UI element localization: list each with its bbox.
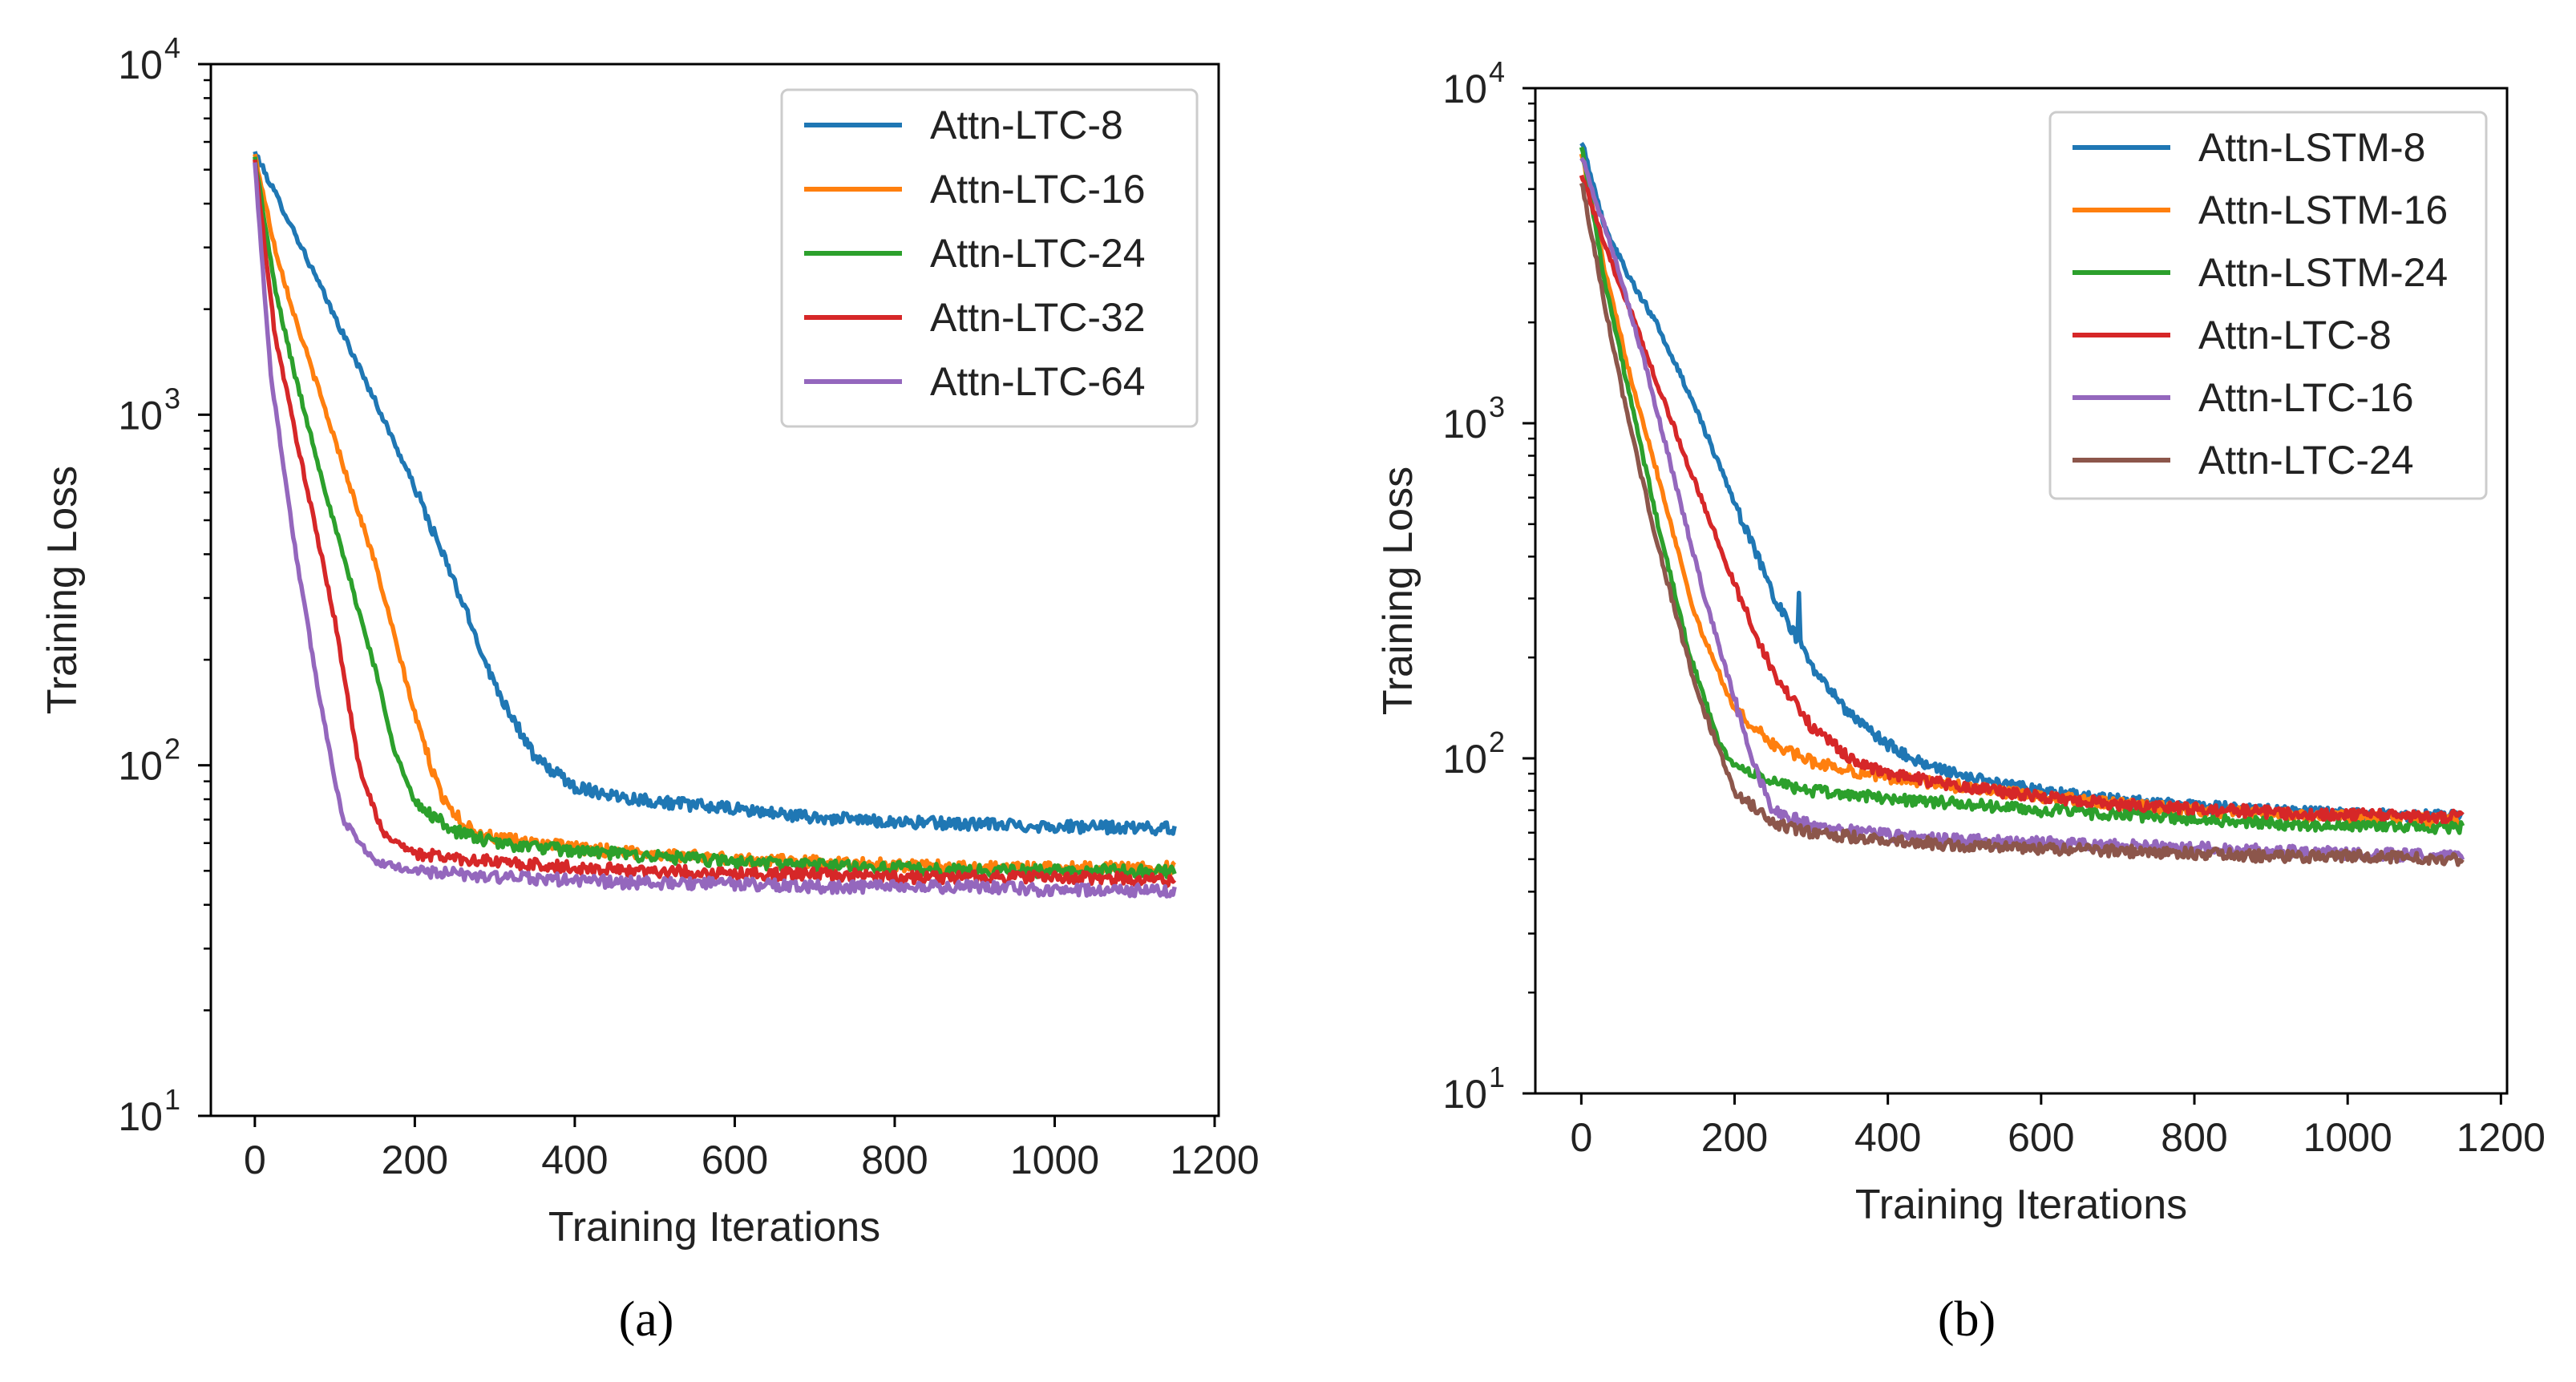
x-tick-label: 600 xyxy=(2008,1115,2074,1160)
y-tick-label: 10 2 xyxy=(1442,725,1505,782)
x-tick-label: 400 xyxy=(541,1138,608,1182)
x-tick-label: 0 xyxy=(244,1138,266,1182)
x-tick-label: 1000 xyxy=(2303,1115,2392,1160)
y-tick-exponent: 4 xyxy=(1489,55,1505,88)
legend-label: Attn-LSTM-8 xyxy=(2198,125,2425,170)
series-line-attn-ltc-32 xyxy=(253,159,1177,889)
legend-item: Attn-LTC-24 xyxy=(804,231,1146,276)
legend-label: Attn-LTC-8 xyxy=(930,103,1123,147)
series-line-attn-ltc-64 xyxy=(253,162,1177,899)
y-tick-exponent: 1 xyxy=(164,1083,180,1116)
legend-item: Attn-LTC-8 xyxy=(804,103,1123,147)
legend-item: Attn-LSTM-16 xyxy=(2073,188,2448,232)
x-tick-label: 600 xyxy=(702,1138,768,1182)
legend-label: Attn-LTC-32 xyxy=(930,295,1146,340)
legend-label: Attn-LTC-24 xyxy=(2198,438,2414,483)
y-tick-label: 10 2 xyxy=(118,733,180,789)
legend-label: Attn-LTC-16 xyxy=(2198,375,2414,420)
y-tick-label: 10 1 xyxy=(118,1083,180,1139)
y-tick-base: 10 xyxy=(1442,737,1487,782)
y-tick-base: 10 xyxy=(118,744,163,789)
series-line-attn-lstm-24 xyxy=(1579,146,2465,835)
x-ticks: 0 200 400 600 800 1000 1200 xyxy=(244,1116,1260,1182)
legend-label: Attn-LTC-16 xyxy=(930,167,1146,212)
legend-item: Attn-LTC-8 xyxy=(2073,313,2392,358)
legend-item: Attn-LSTM-8 xyxy=(2073,125,2425,170)
x-tick-label: 0 xyxy=(1570,1115,1592,1160)
series-line-attn-ltc-8 xyxy=(253,151,1177,837)
y-tick-exponent: 2 xyxy=(1489,725,1505,758)
y-tick-base: 10 xyxy=(118,393,163,438)
x-tick-label: 200 xyxy=(1701,1115,1768,1160)
legend-items: Attn-LTC-8 Attn-LTC-16 Attn-LTC-24 Attn-LTC… xyxy=(804,103,1146,404)
y-axis-title: Training Loss xyxy=(1375,467,1421,715)
series-layer xyxy=(253,151,1177,899)
legend-item: Attn-LTC-32 xyxy=(804,295,1146,340)
legend-item: Attn-LTC-16 xyxy=(804,167,1146,212)
y-tick-exponent: 4 xyxy=(164,31,180,64)
x-tick-label: 1200 xyxy=(2457,1115,2546,1160)
legend-items: Attn-LSTM-8 Attn-LSTM-16 Attn-LSTM-24 Attn-… xyxy=(2073,125,2448,483)
y-tick-exponent: 2 xyxy=(164,733,180,766)
x-tick-label: 800 xyxy=(2161,1115,2227,1160)
series-line-attn-ltc-16 xyxy=(1579,156,2465,863)
legend-item: Attn-LTC-16 xyxy=(2073,375,2414,420)
y-axis-title: Training Loss xyxy=(39,466,86,714)
y-tick-base: 10 xyxy=(118,1094,163,1139)
plot-area-frame xyxy=(1534,87,2509,1095)
y-tick-exponent: 1 xyxy=(1489,1061,1505,1093)
legend: Attn-LTC-8 Attn-LTC-16 Attn-LTC-24 Attn-LTC… xyxy=(780,88,1199,428)
legend-label: Attn-LTC-24 xyxy=(930,231,1146,276)
series-line-attn-ltc-24 xyxy=(1579,182,2465,867)
y-tick-exponent: 3 xyxy=(1489,390,1505,423)
y-tick-label: 10 4 xyxy=(118,31,180,87)
y-tick-exponent: 3 xyxy=(164,382,180,414)
y-tick-base: 10 xyxy=(1442,1072,1487,1117)
legend-box xyxy=(780,88,1199,428)
legend-item: Attn-LTC-24 xyxy=(2073,438,2414,483)
legend-label: Attn-LTC-8 xyxy=(2198,313,2392,358)
x-tick-label: 400 xyxy=(1854,1115,1921,1160)
series-line-attn-lstm-8 xyxy=(1579,142,2465,824)
x-tick-label: 1200 xyxy=(1170,1138,1259,1182)
legend-item: Attn-LSTM-24 xyxy=(2073,250,2448,295)
panel-caption: (b) xyxy=(1938,1292,1996,1347)
panel-caption: (a) xyxy=(619,1292,674,1347)
y-tick-label: 10 4 xyxy=(1442,55,1505,111)
x-axis-title: Training Iterations xyxy=(1855,1182,2187,1228)
y-tick-label: 10 3 xyxy=(118,382,180,438)
y-tick-label: 10 1 xyxy=(1442,1061,1505,1117)
x-tick-label: 200 xyxy=(382,1138,448,1182)
legend: Attn-LSTM-8 Attn-LSTM-16 Attn-LSTM-24 Attn-… xyxy=(2048,111,2488,500)
series-layer xyxy=(1579,142,2465,867)
x-tick-label: 1000 xyxy=(1010,1138,1099,1182)
series-line-attn-ltc-8 xyxy=(1579,174,2465,825)
x-ticks: 0 200 400 600 800 1000 1200 xyxy=(1570,1093,2546,1160)
y-tick-base: 10 xyxy=(118,42,163,87)
y-tick-base: 10 xyxy=(1442,402,1487,447)
x-tick-label: 800 xyxy=(861,1138,928,1182)
y-tick-label: 10 3 xyxy=(1442,390,1505,447)
legend-label: Attn-LSTM-16 xyxy=(2198,188,2448,232)
legend-label: Attn-LTC-64 xyxy=(930,359,1146,404)
x-axis-title: Training Iterations xyxy=(548,1204,880,1251)
plot-area-frame xyxy=(209,63,1220,1117)
legend-label: Attn-LSTM-24 xyxy=(2198,250,2448,295)
y-tick-base: 10 xyxy=(1442,67,1487,111)
legend-item: Attn-LTC-64 xyxy=(804,359,1146,404)
